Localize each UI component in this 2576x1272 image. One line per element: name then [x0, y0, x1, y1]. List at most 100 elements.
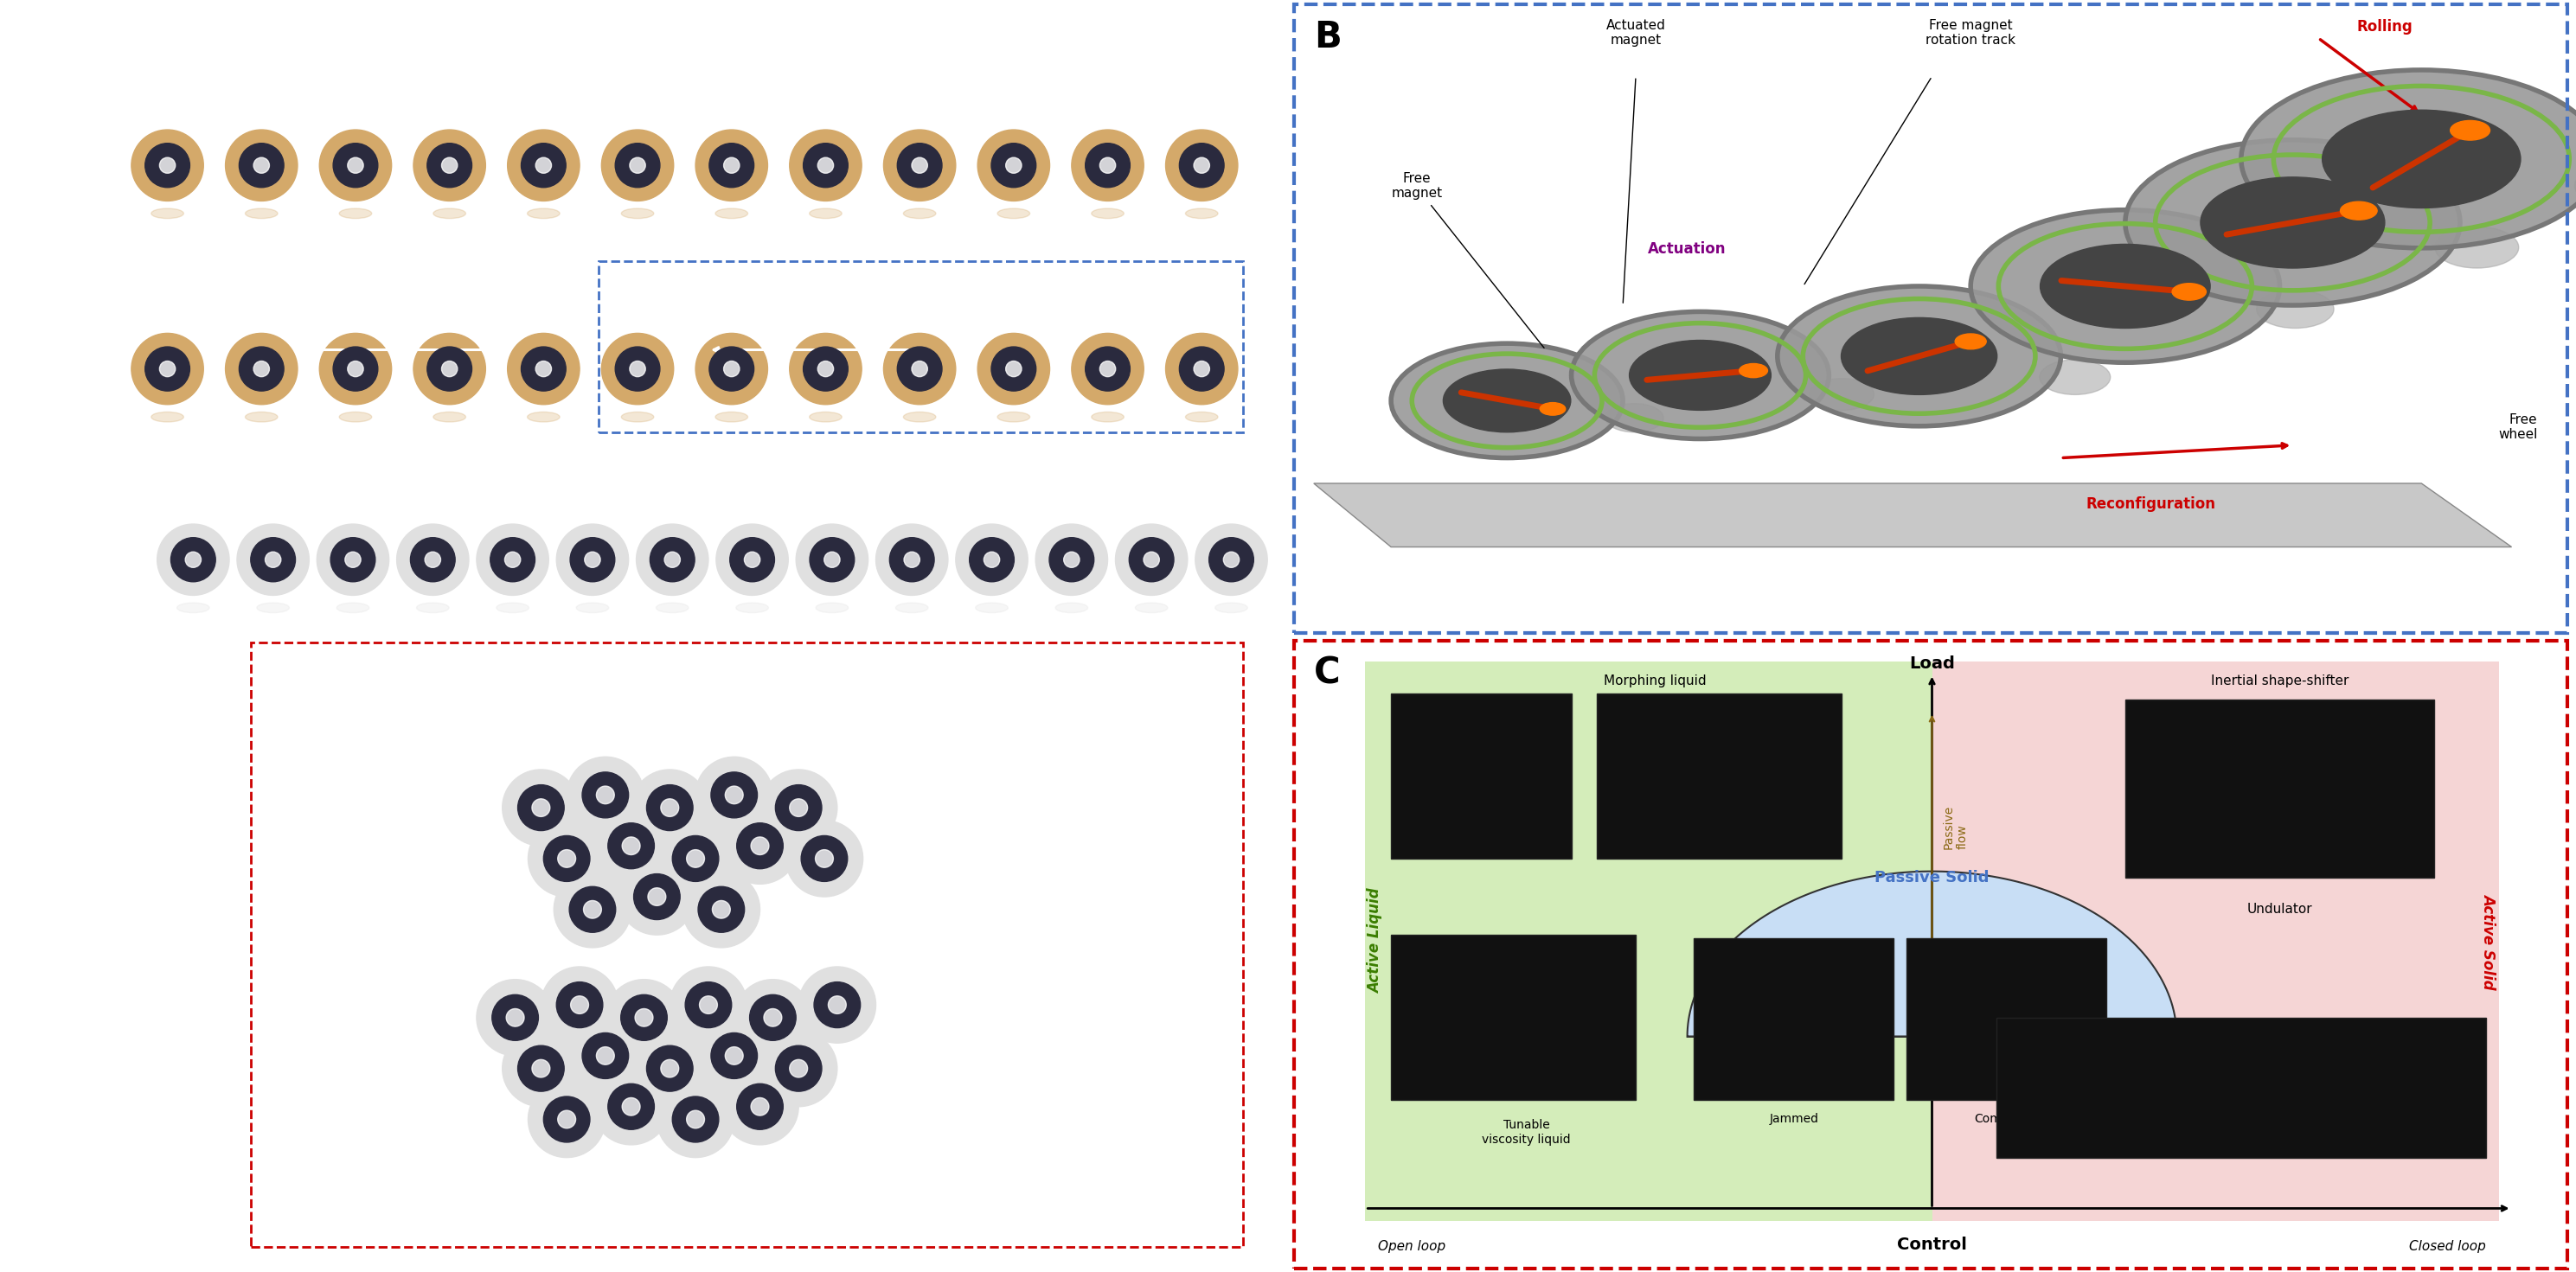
Circle shape	[428, 144, 471, 187]
Circle shape	[1842, 318, 1996, 394]
Circle shape	[252, 158, 270, 173]
Circle shape	[1084, 347, 1131, 391]
Circle shape	[814, 850, 835, 868]
Circle shape	[477, 979, 554, 1056]
Circle shape	[567, 757, 644, 833]
Circle shape	[775, 1046, 822, 1091]
Circle shape	[711, 1033, 757, 1079]
Circle shape	[345, 552, 361, 567]
Circle shape	[533, 1060, 551, 1077]
Circle shape	[788, 1060, 809, 1077]
Circle shape	[1180, 144, 1224, 187]
Circle shape	[683, 871, 760, 948]
Circle shape	[227, 130, 299, 201]
Circle shape	[744, 552, 760, 567]
Circle shape	[636, 524, 708, 595]
Bar	[1996, 1018, 2486, 1158]
Circle shape	[502, 1030, 580, 1107]
Circle shape	[317, 524, 389, 595]
Circle shape	[912, 158, 927, 173]
Circle shape	[621, 995, 667, 1040]
Circle shape	[1164, 333, 1236, 404]
Circle shape	[131, 130, 204, 201]
Circle shape	[250, 538, 296, 581]
Circle shape	[896, 144, 943, 187]
Circle shape	[252, 361, 270, 377]
Circle shape	[711, 772, 757, 818]
Circle shape	[804, 144, 848, 187]
Circle shape	[672, 836, 719, 881]
Circle shape	[1072, 333, 1144, 404]
Ellipse shape	[1092, 412, 1123, 422]
Bar	[1906, 939, 2107, 1100]
Circle shape	[976, 130, 1051, 201]
Circle shape	[489, 538, 536, 581]
Circle shape	[623, 1098, 641, 1116]
Circle shape	[544, 836, 590, 881]
Circle shape	[708, 347, 755, 391]
Ellipse shape	[1092, 209, 1123, 219]
Circle shape	[185, 552, 201, 567]
Circle shape	[2321, 111, 2519, 207]
Circle shape	[397, 524, 469, 595]
Circle shape	[629, 361, 647, 377]
Ellipse shape	[1185, 209, 1218, 219]
Circle shape	[592, 808, 670, 884]
Circle shape	[160, 158, 175, 173]
Circle shape	[634, 1009, 654, 1027]
Ellipse shape	[997, 412, 1030, 422]
Circle shape	[319, 333, 392, 404]
Circle shape	[536, 361, 551, 377]
Circle shape	[976, 333, 1051, 404]
Circle shape	[2040, 244, 2210, 328]
Circle shape	[507, 333, 580, 404]
Ellipse shape	[340, 412, 371, 422]
Ellipse shape	[152, 209, 183, 219]
Ellipse shape	[716, 412, 747, 422]
Circle shape	[227, 333, 299, 404]
Circle shape	[440, 158, 459, 173]
Circle shape	[884, 333, 956, 404]
Text: Swarm of uncoupled units: Swarm of uncoupled units	[386, 92, 559, 104]
Circle shape	[240, 347, 283, 391]
Bar	[1695, 939, 1893, 1100]
Ellipse shape	[657, 603, 688, 613]
Polygon shape	[1314, 483, 2512, 547]
Text: Reconfiguration: Reconfiguration	[41, 868, 57, 990]
Circle shape	[237, 524, 309, 595]
Text: Self-assembly: Self-assembly	[41, 295, 57, 404]
Circle shape	[659, 1060, 680, 1077]
Circle shape	[1164, 130, 1236, 201]
Circle shape	[1955, 333, 1986, 350]
Circle shape	[1631, 340, 1772, 410]
Circle shape	[1128, 538, 1175, 581]
Circle shape	[131, 333, 204, 404]
Text: Morphing liquid: Morphing liquid	[1605, 674, 1705, 687]
Circle shape	[804, 347, 848, 391]
Ellipse shape	[1056, 603, 1087, 613]
Circle shape	[904, 552, 920, 567]
Circle shape	[729, 538, 775, 581]
Circle shape	[536, 158, 551, 173]
Circle shape	[592, 1068, 670, 1145]
Text: Actuation: Actuation	[1649, 242, 1726, 257]
Circle shape	[876, 524, 948, 595]
Circle shape	[440, 361, 459, 377]
Circle shape	[1048, 538, 1095, 581]
Circle shape	[618, 859, 696, 935]
Circle shape	[1540, 403, 1566, 415]
Circle shape	[665, 552, 680, 567]
Text: Undulator: Undulator	[2246, 903, 2313, 916]
Circle shape	[1443, 369, 1571, 432]
Circle shape	[595, 1047, 613, 1065]
Text: Actuated
magnet: Actuated magnet	[1605, 19, 1667, 47]
Circle shape	[685, 982, 732, 1028]
Circle shape	[969, 538, 1015, 581]
Circle shape	[809, 538, 855, 581]
Text: $t$ = 20 s: $t$ = 20 s	[129, 485, 183, 499]
Circle shape	[240, 144, 283, 187]
Circle shape	[708, 144, 755, 187]
Circle shape	[616, 144, 659, 187]
Ellipse shape	[716, 209, 747, 219]
Circle shape	[734, 979, 811, 1056]
